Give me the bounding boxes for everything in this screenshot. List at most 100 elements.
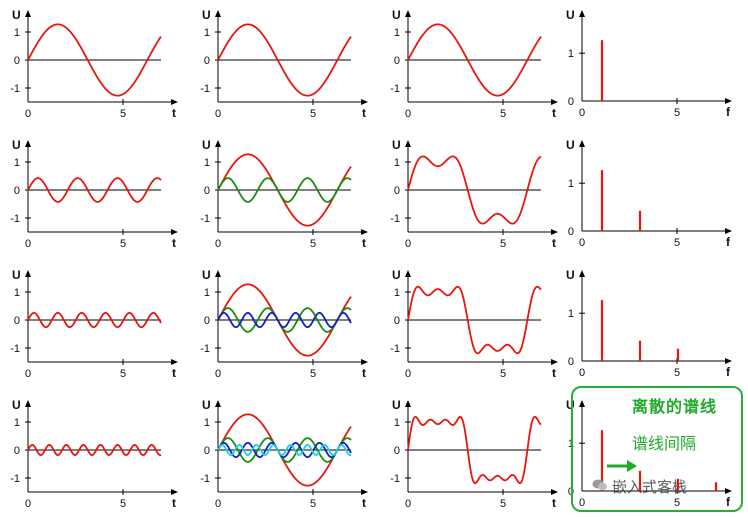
x-tick-label: 0: [215, 498, 221, 510]
x-axis-label: f: [726, 235, 731, 249]
y-tick-label: 0: [568, 486, 574, 498]
x-tick-label: 5: [120, 238, 126, 250]
y-tick-label: -1: [390, 213, 400, 225]
panel-r1c4: 1 00 5 Uf: [566, 8, 732, 119]
x-axis-label: t: [362, 366, 366, 380]
y-tick-label: 1: [204, 417, 210, 429]
series-line-1: [407, 415, 542, 485]
series-line-1: [407, 155, 542, 225]
y-axis-arrow: [215, 400, 221, 407]
y-axis-arrow: [579, 10, 585, 17]
x-axis-label: t: [362, 236, 366, 250]
y-axis-label: U: [202, 8, 211, 22]
y-tick-label: 0: [204, 55, 210, 67]
series-line-2: [217, 177, 352, 203]
y-tick-label: -1: [390, 83, 400, 95]
spacing-arrow-head: [627, 460, 637, 472]
y-tick-label: 1: [394, 287, 400, 299]
y-tick-label: 1: [568, 178, 574, 190]
y-tick-label: 1: [568, 48, 574, 60]
x-axis-arrow: [361, 489, 368, 495]
y-axis-arrow: [579, 400, 585, 407]
y-tick-label: -1: [200, 473, 210, 485]
x-tick-label: 5: [310, 238, 316, 250]
x-tick-label: 0: [25, 498, 31, 510]
y-tick-label: 1: [568, 308, 574, 320]
y-tick-label: -1: [200, 213, 210, 225]
x-tick-label: 5: [674, 237, 680, 249]
panel-r2c3: 1 0 -1 0 5 Ut: [390, 138, 558, 250]
x-axis-arrow: [361, 359, 368, 365]
series-line-1: [217, 283, 352, 357]
y-tick-label: 0: [204, 445, 210, 457]
series-line-1: [217, 153, 352, 227]
x-axis-label: f: [726, 105, 731, 119]
panel-r3c2: 1 0 -1 0 5 Ut: [200, 268, 368, 380]
y-axis-arrow: [25, 10, 31, 17]
x-axis-arrow: [171, 99, 178, 105]
spacing-arrow: [607, 460, 637, 472]
y-axis-label: U: [566, 398, 575, 412]
wechat-icon: [592, 479, 607, 491]
y-tick-label: 1: [394, 27, 400, 39]
y-tick-label: 0: [394, 55, 400, 67]
x-tick-label: 5: [500, 108, 506, 120]
panel-r4c3: 1 0 -1 0 5 Ut: [390, 398, 558, 510]
x-tick-label: 0: [579, 367, 585, 379]
series-line-1: [217, 23, 352, 97]
x-tick-label: 5: [500, 368, 506, 380]
x-tick-label: 5: [674, 107, 680, 119]
x-tick-label: 5: [310, 498, 316, 510]
y-tick-label: 0: [394, 315, 400, 327]
x-axis-label: t: [172, 236, 176, 250]
x-axis-label: t: [552, 366, 556, 380]
series-line-3: [217, 441, 352, 459]
x-tick-label: 5: [500, 498, 506, 510]
y-axis-arrow: [215, 270, 221, 277]
x-axis-arrow: [171, 489, 178, 495]
x-tick-label: 0: [405, 108, 411, 120]
y-tick-label: 1: [204, 287, 210, 299]
x-tick-label: 5: [120, 368, 126, 380]
x-tick-label: 0: [405, 238, 411, 250]
x-tick-label: 0: [579, 497, 585, 509]
x-tick-label: 5: [674, 497, 680, 509]
y-tick-label: 0: [394, 185, 400, 197]
panel-r4c4: 1 00 5 Uf: [566, 398, 732, 509]
y-axis-label: U: [202, 138, 211, 152]
panel-r3c3: 1 0 -1 0 5 Ut: [390, 268, 558, 380]
y-axis-arrow: [405, 270, 411, 277]
x-tick-label: 5: [310, 108, 316, 120]
y-tick-label: 0: [14, 185, 20, 197]
series-line-1: [407, 285, 542, 355]
y-tick-label: -1: [390, 473, 400, 485]
y-tick-label: -1: [390, 343, 400, 355]
x-tick-label: 5: [120, 108, 126, 120]
x-axis-label: f: [726, 365, 731, 379]
x-tick-label: 5: [120, 498, 126, 510]
x-tick-label: 0: [25, 108, 31, 120]
y-tick-label: -1: [200, 343, 210, 355]
y-axis-label: U: [566, 8, 575, 22]
series-line-1: [27, 23, 162, 97]
series-line-1: [27, 311, 162, 329]
panel-r3c1: 1 0 -1 0 5 Ut: [10, 268, 178, 380]
x-tick-label: 0: [215, 108, 221, 120]
panel-r1c3: 1 0 -1 0 5 Ut: [390, 8, 558, 120]
y-tick-label: 0: [568, 226, 574, 238]
y-axis-label: U: [202, 268, 211, 282]
x-axis-arrow: [551, 489, 558, 495]
y-tick-label: 0: [568, 356, 574, 368]
y-tick-label: 0: [394, 445, 400, 457]
y-axis-arrow: [405, 140, 411, 147]
x-tick-label: 0: [405, 368, 411, 380]
x-axis-arrow: [551, 229, 558, 235]
y-axis-arrow: [405, 10, 411, 17]
x-axis-arrow: [551, 359, 558, 365]
series-line-1: [27, 444, 162, 457]
annotation-box: [571, 386, 743, 512]
y-tick-label: 1: [568, 438, 574, 450]
y-tick-label: 1: [14, 157, 20, 169]
x-axis-arrow: [361, 99, 368, 105]
